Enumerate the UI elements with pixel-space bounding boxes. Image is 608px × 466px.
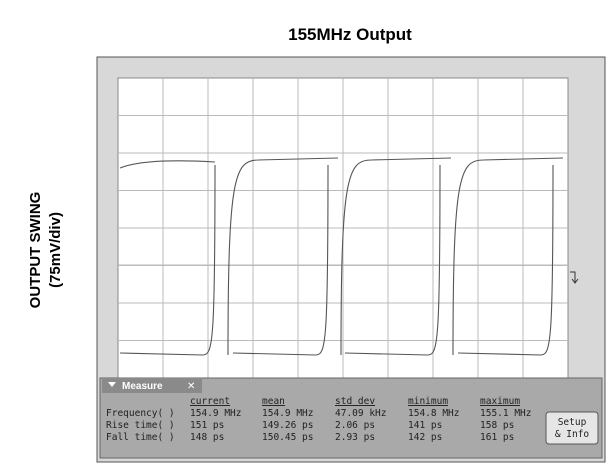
cell: 154.9 MHz: [190, 408, 241, 419]
cell: 154.9 MHz: [262, 408, 313, 419]
cell: 141 ps: [408, 420, 442, 431]
row-label: Fall time( ): [106, 432, 175, 443]
cell: 149.26 ps: [262, 420, 313, 431]
tab-label[interactable]: Measure: [122, 381, 163, 392]
y-label: OUTPUT SWING (75mV/div): [27, 192, 64, 309]
row-label: Frequency( ): [106, 408, 175, 419]
cell: 154.8 MHz: [408, 408, 459, 419]
button-label: Setup: [558, 417, 587, 428]
column-header: current: [190, 396, 230, 407]
cell: 142 ps: [408, 432, 442, 443]
column-header: minimum: [408, 396, 448, 407]
button-label: & Info: [555, 429, 590, 440]
cell: 2.06 ps: [335, 420, 375, 431]
tab-close[interactable]: ✕: [187, 381, 195, 392]
title: 155MHz Output: [288, 25, 412, 44]
cell: 148 ps: [190, 432, 224, 443]
cell: 47.09 kHz: [335, 408, 386, 419]
column-header: maximum: [480, 396, 520, 407]
cell: 158 ps: [480, 420, 514, 431]
column-header: std dev: [335, 396, 375, 407]
cell: 151 ps: [190, 420, 224, 431]
cell: 2.93 ps: [335, 432, 375, 443]
scope-figure: 155MHz Output OUTPUT SWING (75mV/div) Me…: [0, 0, 608, 466]
y-label-line: (75mV/div): [47, 212, 64, 288]
cell: 155.1 MHz: [480, 408, 531, 419]
row-label: Rise time( ): [106, 420, 175, 431]
column-header: mean: [262, 396, 285, 407]
cell: 161 ps: [480, 432, 514, 443]
cell: 150.45 ps: [262, 432, 313, 443]
y-label-line: OUTPUT SWING: [27, 192, 44, 309]
